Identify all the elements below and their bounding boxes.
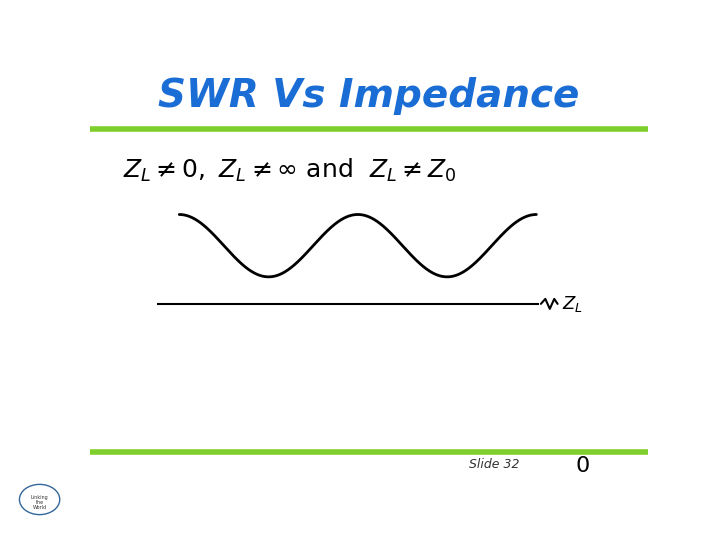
- Text: 0: 0: [575, 456, 589, 476]
- Text: Linking: Linking: [31, 495, 48, 500]
- Text: Slide 32: Slide 32: [469, 458, 520, 471]
- Text: $Z_L$: $Z_L$: [562, 294, 582, 314]
- Text: World: World: [32, 504, 47, 510]
- Text: the: the: [35, 500, 44, 505]
- Text: SWR Vs Impedance: SWR Vs Impedance: [158, 77, 580, 115]
- Text: $Z_L \neq 0,\ Z_L \neq \infty\ \mathrm{and}\ \ Z_L \neq Z_0$: $Z_L \neq 0,\ Z_L \neq \infty\ \mathrm{a…: [124, 157, 457, 185]
